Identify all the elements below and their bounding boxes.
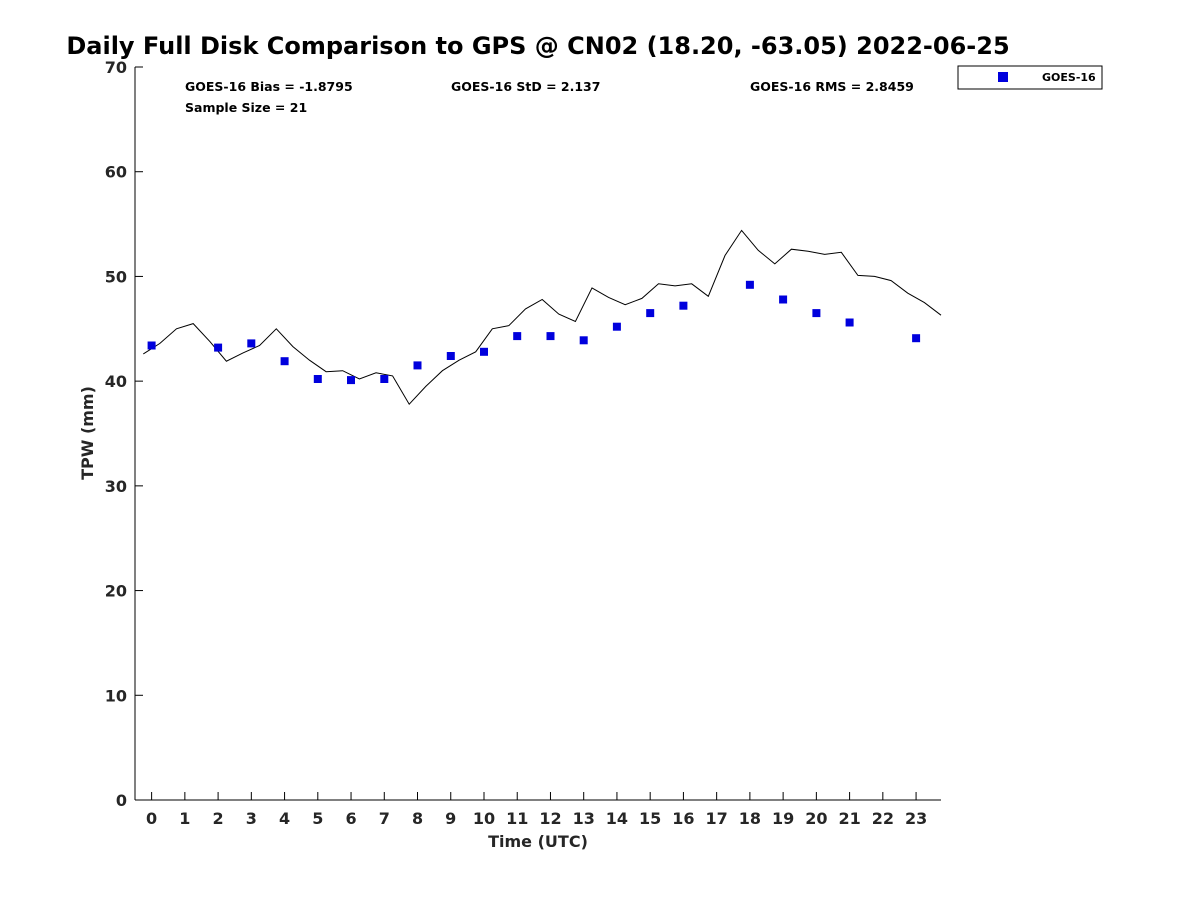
x-tick-label: 23 [905, 809, 927, 828]
x-tick-label: 9 [445, 809, 456, 828]
x-tick-label: 8 [412, 809, 423, 828]
goes16-point [313, 375, 322, 383]
bias-stat: GOES-16 Bias = -1.8795 [185, 79, 353, 94]
x-tick-label: 17 [706, 809, 728, 828]
y-tick-label: 40 [105, 372, 127, 391]
x-tick-label: 10 [473, 809, 495, 828]
y-tick-label: 20 [105, 582, 127, 601]
x-tick-label: 0 [146, 809, 157, 828]
goes16-point [745, 280, 754, 289]
x-tick-label: 12 [539, 809, 561, 828]
goes16-point [845, 318, 854, 327]
goes16-point [214, 343, 223, 352]
y-axis-label: TPW (mm) [78, 386, 97, 480]
x-tick-label: 14 [606, 809, 628, 828]
chart-title: Daily Full Disk Comparison to GPS @ CN02… [66, 32, 1009, 60]
y-tick-label: 10 [105, 686, 127, 705]
x-tick-label: 1 [179, 809, 190, 828]
x-tick-label: 6 [345, 809, 356, 828]
goes16-point [280, 357, 289, 366]
x-tick-label: 22 [872, 809, 894, 828]
sample-size-stat: Sample Size = 21 [185, 100, 307, 115]
x-tick-label: 13 [573, 809, 595, 828]
y-tick-label: 60 [105, 163, 127, 182]
goes16-point [812, 309, 821, 318]
x-tick-label: 19 [772, 809, 794, 828]
x-tick-label: 11 [506, 809, 528, 828]
y-tick-label: 50 [105, 267, 127, 286]
std-stat: GOES-16 StD = 2.137 [451, 79, 600, 94]
goes16-point [612, 322, 621, 331]
x-tick-label: 7 [379, 809, 390, 828]
x-ticks: 0 1 2 3 4 5 6 7 8 9 10 11 12 13 14 15 16 17 18 19 20 21 22 23 [146, 792, 927, 828]
goes16-point [380, 375, 389, 383]
legend: GOES-16 [957, 65, 1103, 90]
goes16-point [779, 295, 788, 304]
y-tick-label: 0 [116, 791, 127, 810]
goes16-point [347, 376, 355, 385]
x-tick-label: 3 [246, 809, 257, 828]
x-tick-label: 4 [279, 809, 290, 828]
rms-stat: GOES-16 RMS = 2.8459 [750, 79, 914, 94]
x-tick-label: 16 [672, 809, 694, 828]
x-tick-label: 15 [639, 809, 661, 828]
x-tick-label: 21 [838, 809, 860, 828]
x-tick-label: 5 [312, 809, 323, 828]
goes16-point [513, 332, 522, 341]
goes16-point [480, 347, 488, 356]
goes16-point [912, 334, 921, 343]
y-tick-label: 30 [105, 477, 127, 496]
y-ticks: 0 10 20 30 40 50 60 70 [105, 58, 143, 810]
goes16-point [679, 301, 688, 310]
x-tick-label: 18 [739, 809, 761, 828]
goes16-point [147, 341, 156, 350]
x-tick-label: 20 [805, 809, 827, 828]
goes16-point [579, 336, 588, 345]
gps-series-line [143, 229, 942, 406]
goes16-point [446, 352, 455, 360]
y-tick-label: 70 [105, 58, 127, 77]
legend-label-goes16: GOES-16 [1042, 71, 1096, 84]
goes16-point [247, 339, 256, 348]
goes16-point [546, 332, 555, 341]
goes16-series-points [147, 280, 921, 385]
legend-marker-goes16 [998, 72, 1008, 82]
x-axis-label: Time (UTC) [488, 832, 588, 851]
x-tick-label: 2 [213, 809, 224, 828]
goes16-point [413, 361, 422, 370]
legend-box [957, 65, 1103, 90]
goes16-point [646, 309, 655, 318]
